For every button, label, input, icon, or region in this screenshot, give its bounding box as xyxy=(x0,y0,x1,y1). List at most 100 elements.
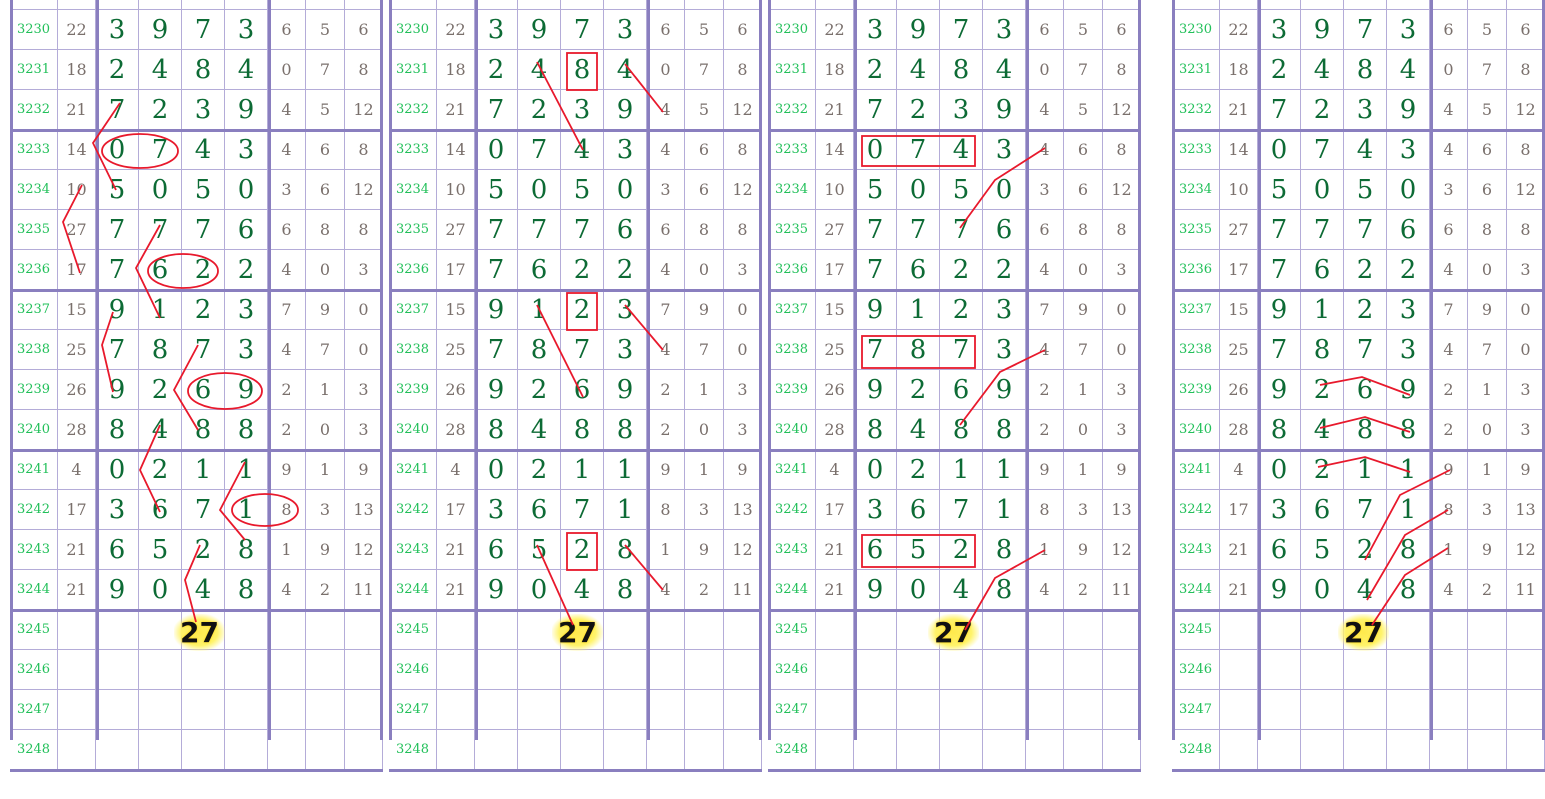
sum-cell: 27 xyxy=(816,210,854,250)
period-cell: 3236 xyxy=(389,250,437,290)
extra-cell: 7 xyxy=(1064,330,1103,370)
digit-cell: 9 xyxy=(139,10,182,50)
digit-cell: 2 xyxy=(182,290,225,330)
sum-cell: 21 xyxy=(816,530,854,570)
partial-row-cell xyxy=(647,0,685,10)
sum-cell: 26 xyxy=(816,370,854,410)
sum-cell: 26 xyxy=(58,370,96,410)
extra-cell: 1 xyxy=(685,450,724,490)
partial-row-cell xyxy=(1468,0,1507,10)
digit-cell xyxy=(1258,730,1301,770)
period-cell: 3231 xyxy=(768,50,816,90)
digit-cell: 0 xyxy=(139,170,182,210)
extra-cell: 13 xyxy=(724,490,762,530)
extra-cell: 3 xyxy=(1468,490,1507,530)
period-cell: 3245 xyxy=(10,610,58,650)
digit-cell: 7 xyxy=(182,210,225,250)
digit-cell: 0 xyxy=(475,450,518,490)
digit-cell: 3 xyxy=(225,130,268,170)
digit-cell: 2 xyxy=(561,530,604,570)
period-cell: 3247 xyxy=(768,690,816,730)
digit-cell: 7 xyxy=(182,490,225,530)
digit-cell: 4 xyxy=(139,410,182,450)
group-divider xyxy=(768,449,1141,452)
extra-cell: 3 xyxy=(724,370,762,410)
digit-cell xyxy=(854,730,897,770)
digit-cell: 8 xyxy=(561,50,604,90)
digit-cell: 0 xyxy=(1301,570,1344,610)
digit-cell: 9 xyxy=(225,370,268,410)
extra-cell xyxy=(647,730,685,770)
digit-cell: 3 xyxy=(854,490,897,530)
sum-cell: 26 xyxy=(437,370,475,410)
digit-cell: 0 xyxy=(897,570,940,610)
digit-cell: 3 xyxy=(1387,130,1430,170)
sum-cell xyxy=(437,690,475,730)
digit-cell: 1 xyxy=(225,450,268,490)
extra-cell: 6 xyxy=(1103,10,1141,50)
extra-cell: 4 xyxy=(647,250,685,290)
digit-cell: 3 xyxy=(983,130,1026,170)
digit-cell: 2 xyxy=(139,450,182,490)
digit-cell: 3 xyxy=(940,90,983,130)
extra-cell xyxy=(685,610,724,650)
digit-cell xyxy=(182,650,225,690)
extra-cell xyxy=(345,690,383,730)
extra-cell: 5 xyxy=(1468,10,1507,50)
digit-cell: 4 xyxy=(561,130,604,170)
digit-cell: 9 xyxy=(604,370,647,410)
extra-cell: 4 xyxy=(1430,130,1468,170)
extra-cell: 8 xyxy=(345,50,383,90)
digit-cell: 4 xyxy=(940,570,983,610)
sum-cell: 14 xyxy=(816,130,854,170)
extra-cell xyxy=(1026,650,1064,690)
period-cell: 3233 xyxy=(10,130,58,170)
extra-cell: 6 xyxy=(1026,210,1064,250)
extra-cell xyxy=(685,650,724,690)
prediction-highlight: 27 xyxy=(1338,614,1389,651)
partial-row-cell xyxy=(940,0,983,10)
sum-cell: 10 xyxy=(1220,170,1258,210)
extra-cell: 9 xyxy=(306,530,345,570)
sum-cell: 25 xyxy=(816,330,854,370)
digit-cell: 7 xyxy=(897,130,940,170)
period-cell: 3248 xyxy=(10,730,58,770)
period-cell: 3245 xyxy=(389,610,437,650)
digit-cell: 6 xyxy=(1387,210,1430,250)
extra-cell: 0 xyxy=(1064,250,1103,290)
group-divider xyxy=(380,0,383,740)
digit-cell: 9 xyxy=(854,370,897,410)
period-cell: 3242 xyxy=(389,490,437,530)
extra-cell xyxy=(647,690,685,730)
extra-cell: 6 xyxy=(1430,10,1468,50)
extra-cell: 12 xyxy=(1507,530,1545,570)
period-cell: 3248 xyxy=(768,730,816,770)
extra-cell: 3 xyxy=(1507,410,1545,450)
digit-cell xyxy=(940,730,983,770)
period-cell: 3234 xyxy=(1172,170,1220,210)
sum-cell: 18 xyxy=(1220,50,1258,90)
extra-cell: 1 xyxy=(1430,530,1468,570)
digit-cell: 2 xyxy=(940,530,983,570)
digit-cell: 2 xyxy=(1301,90,1344,130)
digit-cell: 9 xyxy=(225,90,268,130)
extra-cell: 7 xyxy=(647,290,685,330)
partial-row-cell xyxy=(1026,0,1064,10)
digit-cell: 0 xyxy=(1258,450,1301,490)
extra-cell xyxy=(724,610,762,650)
digit-cell: 2 xyxy=(897,90,940,130)
extra-cell: 6 xyxy=(345,10,383,50)
sum-cell xyxy=(1220,730,1258,770)
digit-cell: 2 xyxy=(983,250,1026,290)
period-cell: 3236 xyxy=(768,250,816,290)
digit-cell: 7 xyxy=(1301,210,1344,250)
digit-cell xyxy=(1301,730,1344,770)
extra-cell: 12 xyxy=(1103,530,1141,570)
partial-row-cell xyxy=(306,0,345,10)
period-cell: 3230 xyxy=(389,10,437,50)
digit-cell: 8 xyxy=(182,410,225,450)
digit-cell: 9 xyxy=(96,570,139,610)
extra-cell: 8 xyxy=(1103,130,1141,170)
period-cell: 3238 xyxy=(389,330,437,370)
extra-cell: 4 xyxy=(1430,330,1468,370)
